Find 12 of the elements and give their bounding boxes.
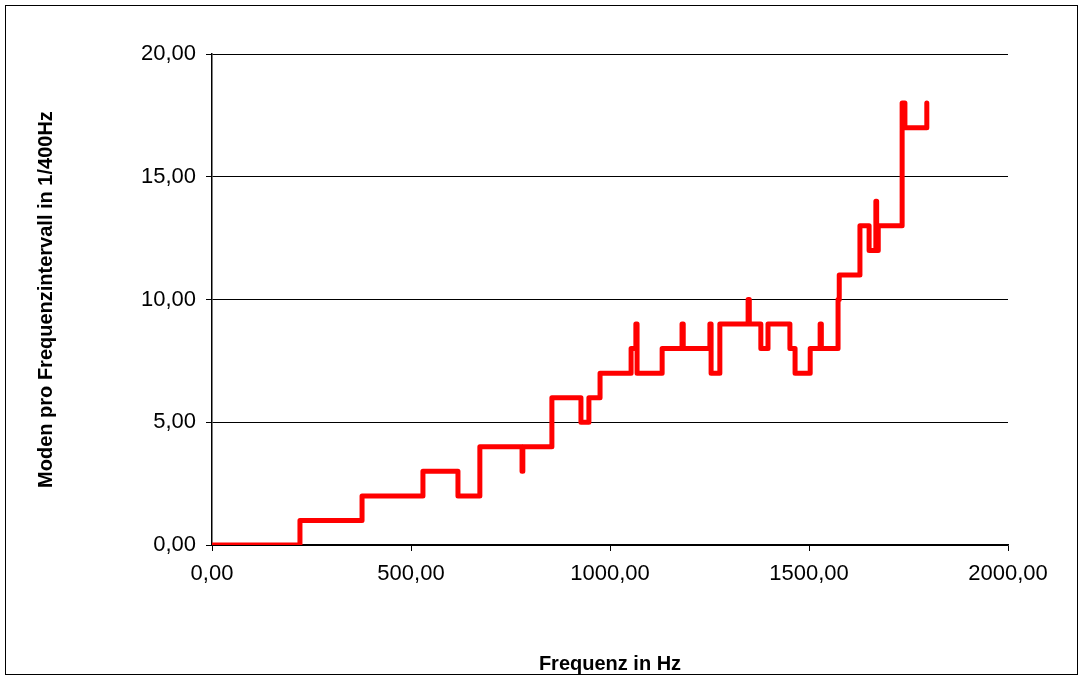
x-tick-label: 1000,00: [570, 560, 650, 586]
y-tick-label: 15,00: [140, 162, 196, 188]
x-tick-label: 2000,00: [968, 560, 1048, 586]
y-tick-label: 5,00: [153, 408, 196, 434]
x-axis-title: Frequenz in Hz: [538, 651, 682, 674]
y-tick-label: 0,00: [153, 531, 196, 557]
x-tick-label: 1500,00: [769, 560, 849, 586]
y-tick-label: 20,00: [140, 40, 196, 66]
x-tick-label: 500,00: [377, 560, 445, 586]
y-axis-title: Moden pro Frequenzintervall in 1/400Hz: [33, 111, 56, 488]
x-tick-label: 0,00: [190, 560, 234, 586]
y-tick-label: 10,00: [140, 285, 196, 311]
